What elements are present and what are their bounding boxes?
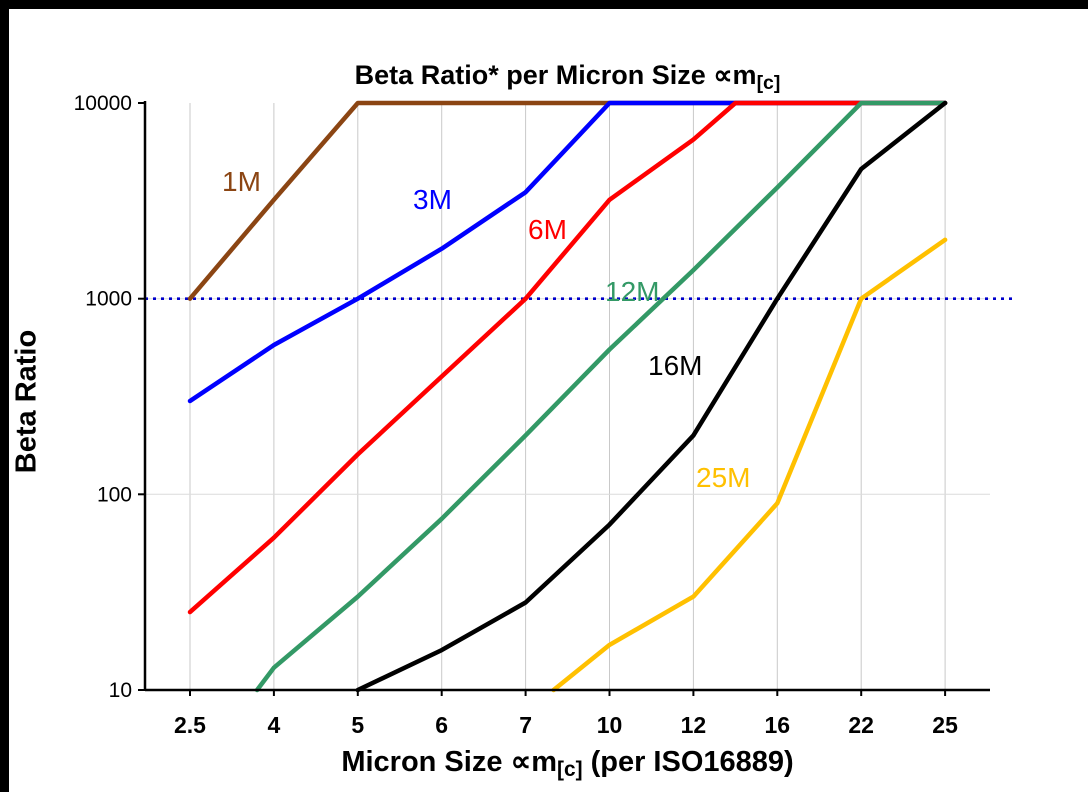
y-tick-label: 100 — [97, 483, 132, 506]
series-line-6M — [187, 100, 948, 615]
y-axis-title: Beta Ratio — [10, 329, 43, 474]
x-tick-label: 5 — [351, 712, 364, 738]
y-tick-label: 10000 — [74, 92, 132, 115]
series-line-12M — [254, 100, 948, 693]
x-tick-label: 6 — [435, 712, 448, 738]
x-axis-title: Micron Size ∝m[c] (per ISO16889) — [145, 744, 990, 782]
x-tick-label: 2.5 — [174, 712, 206, 738]
series-label-6M: 6M — [528, 214, 567, 245]
series-line-16M — [355, 100, 948, 693]
series-label-1M: 1M — [222, 166, 261, 197]
x-tick-label: 10 — [597, 712, 623, 738]
series-line-25M — [551, 237, 948, 693]
series-label-25M: 25M — [696, 462, 751, 493]
x-tick-label: 25 — [932, 712, 958, 738]
left-border-bar — [0, 0, 9, 792]
y-tick-label: 1000 — [85, 288, 132, 311]
y-tick-label: 10 — [109, 679, 132, 702]
x-tick-label: 22 — [848, 712, 874, 738]
x-tick-label: 12 — [681, 712, 707, 738]
x-axis-title-text: Micron Size ∝m — [341, 746, 558, 778]
series-line-3M — [187, 100, 948, 404]
chart-title: Beta Ratio* per Micron Size ∝m[c] — [145, 60, 990, 95]
chart-title-text: Beta Ratio* per Micron Size ∝m — [354, 60, 757, 90]
x-tick-label: 7 — [519, 712, 532, 738]
x-tick-label: 16 — [765, 712, 791, 738]
top-border-bar — [0, 0, 1088, 9]
series-label-16M: 16M — [648, 350, 703, 381]
series-label-12M: 12M — [605, 276, 660, 307]
x-axis-title-subscript: [c] — [557, 758, 583, 782]
x-axis-title-suffix: (per ISO16889) — [582, 746, 794, 778]
chart-title-subscript: [c] — [756, 71, 781, 94]
x-tick-label: 4 — [268, 712, 281, 738]
series-label-3M: 3M — [413, 184, 452, 215]
